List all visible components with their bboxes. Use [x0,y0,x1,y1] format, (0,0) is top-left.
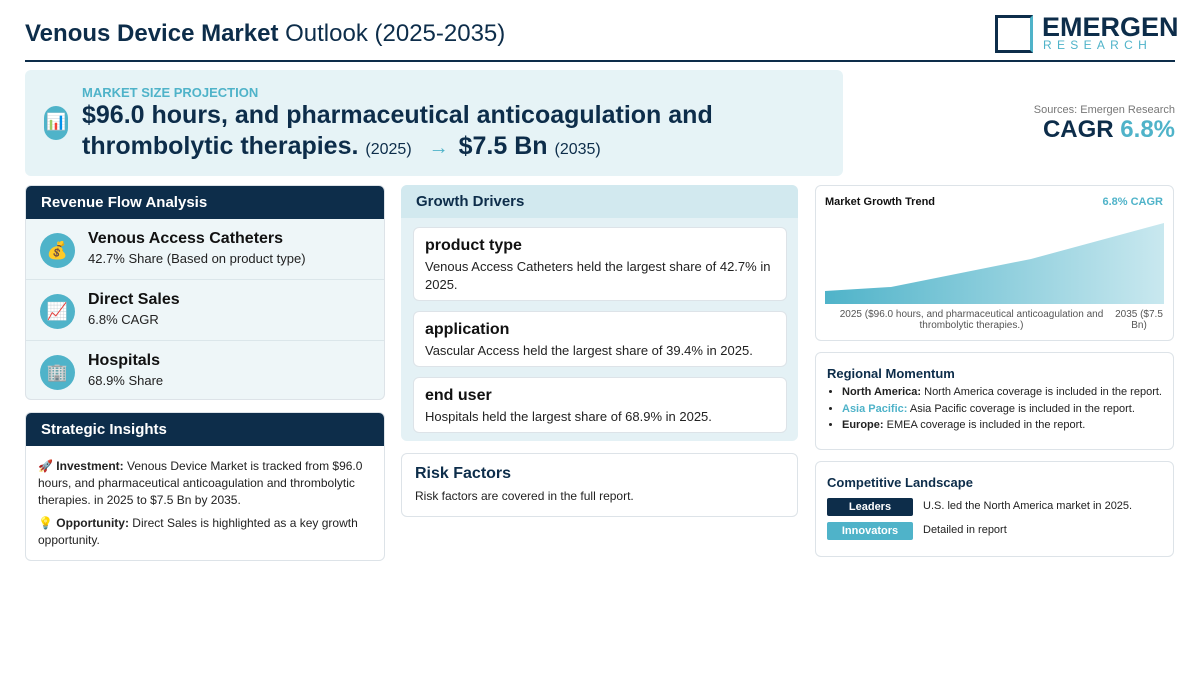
insights-card: Strategic Insights 🚀 Investment: Venous … [25,412,385,561]
driver-title: application [425,321,510,338]
driver-title: end user [425,387,492,404]
competitive-title: Competitive Landscape [827,475,973,490]
end-value: $7.5 Bn [458,132,548,160]
card-header: Revenue Flow Analysis [26,186,384,219]
sources: Sources: Emergen Research [1033,104,1175,116]
region: North America: [842,386,922,398]
risk-text: Risk factors are covered in the full rep… [415,489,634,503]
tag-text: U.S. led the North America market in 202… [923,500,1133,512]
revenue-card: Revenue Flow Analysis 💰 Venous Access Cat… [25,185,385,400]
trend-area [825,223,1164,304]
tag-text: Detailed in report [923,524,1007,536]
insight-text: Venous Device Market is tracked from $96… [38,459,363,507]
icon: 💰 [40,233,75,268]
arrow: → [428,137,449,159]
projection-text: $96.0 hours, and pharmaceutical anticoag… [82,100,802,165]
region-item: Asia Pacific: Asia Pacific coverage is i… [842,401,1162,418]
title-bold: Venous Device Market [25,20,279,47]
insight: 🚀 Investment: Venous Device Market is tr… [38,458,373,509]
revenue-item: 📈 Direct Sales 6.8% CAGR [26,280,384,341]
item-detail: 6.8% CAGR [88,312,159,327]
icon: 🚀 [38,459,53,473]
drivers-card: Growth Drivers product type Venous Access… [401,185,798,441]
regional-list: North America: North America coverage is… [816,384,1162,434]
card-header: Growth Drivers [401,185,798,218]
cagr-value: 6.8% [1120,116,1175,143]
region-item: North America: North America coverage is… [842,384,1162,401]
end-year: (2035) [554,141,601,158]
driver-title: product type [425,237,522,254]
insight-text: Direct Sales is highlighted as a key gro… [38,516,358,547]
header-rule [25,60,1175,62]
region-text: Asia Pacific coverage is included in the… [909,402,1135,415]
icon: 💡 [38,516,53,530]
region-text: North America coverage is included in th… [924,386,1162,398]
trend-badge: 6.8% CAGR [1102,196,1163,208]
competitive-card: Competitive Landscape Leaders U.S. led t… [815,461,1174,557]
region-text: EMEA coverage is included in the report. [886,419,1086,431]
area [825,223,1164,304]
region-item: Europe: EMEA coverage is included in the… [842,417,1162,434]
driver: product type Venous Access Catheters held… [413,227,787,301]
risk-card: Risk Factors Risk factors are covered in… [401,453,798,517]
risk-title: Risk Factors [415,465,512,482]
logo-mark [995,15,1033,53]
driver-text: Venous Access Catheters held the largest… [425,259,771,292]
driver: application Vascular Access held the larg… [413,311,787,367]
trend-start: 2025 ($96.0 hours, and pharmaceutical an… [839,309,1104,331]
insight-label: Investment: [56,459,124,473]
cagr-label: CAGR [1042,116,1114,143]
region: Europe: [842,419,884,431]
trend-end: 2035 ($7.5 Bn) [1115,309,1163,331]
icon: 📈 [40,294,75,329]
regional-card: Regional Momentum North America: North A… [815,352,1174,450]
tag: Leaders [827,498,913,516]
region: Asia Pacific: [842,402,908,415]
driver-text: Hospitals held the largest share of 68.9… [425,409,712,424]
item-detail: 68.9% Share [88,373,164,388]
regional-title: Regional Momentum [827,366,955,381]
driver: end user Hospitals held the largest share… [413,377,787,433]
card-header: Strategic Insights [26,413,384,446]
projection-box: 📊 MARKET SIZE PROJECTION $96.0 hours, an… [25,70,843,176]
driver-text: Vascular Access held the largest share o… [425,343,753,358]
start-year: (2025) [365,141,412,158]
trend-title: Market Growth Trend [825,196,936,208]
start-value: $96.0 hours, and pharmaceutical anticoag… [82,101,713,160]
tag: Innovators [827,522,913,540]
title-rest: Outlook (2025-2035) [285,20,506,47]
item-name: Hospitals [88,352,161,369]
logo-name: EMERGEN [1042,12,1179,42]
projection-label: MARKET SIZE PROJECTION [82,85,259,100]
revenue-item: 🏢 Hospitals 68.9% Share [26,341,384,402]
insight: 💡 Opportunity: Direct Sales is highlight… [38,515,373,549]
item-name: Venous Access Catheters [88,230,284,247]
item-detail: 42.7% Share (Based on product type) [88,251,306,266]
revenue-item: 💰 Venous Access Catheters 42.7% Share (Bas… [26,219,384,280]
icon: 🏢 [40,355,75,390]
cagr: CAGR 6.8% [1043,116,1175,144]
page-title: Venous Device Market Outlook (2025-2035) [25,20,505,48]
trend-card: Market Growth Trend 6.8% CAGR 2025 ($96.… [815,185,1174,341]
projection-icon: 📊 [44,106,68,140]
insight-label: Opportunity: [56,516,129,530]
logo-sub: RESEARCH [1043,38,1153,52]
item-name: Direct Sales [88,291,180,308]
